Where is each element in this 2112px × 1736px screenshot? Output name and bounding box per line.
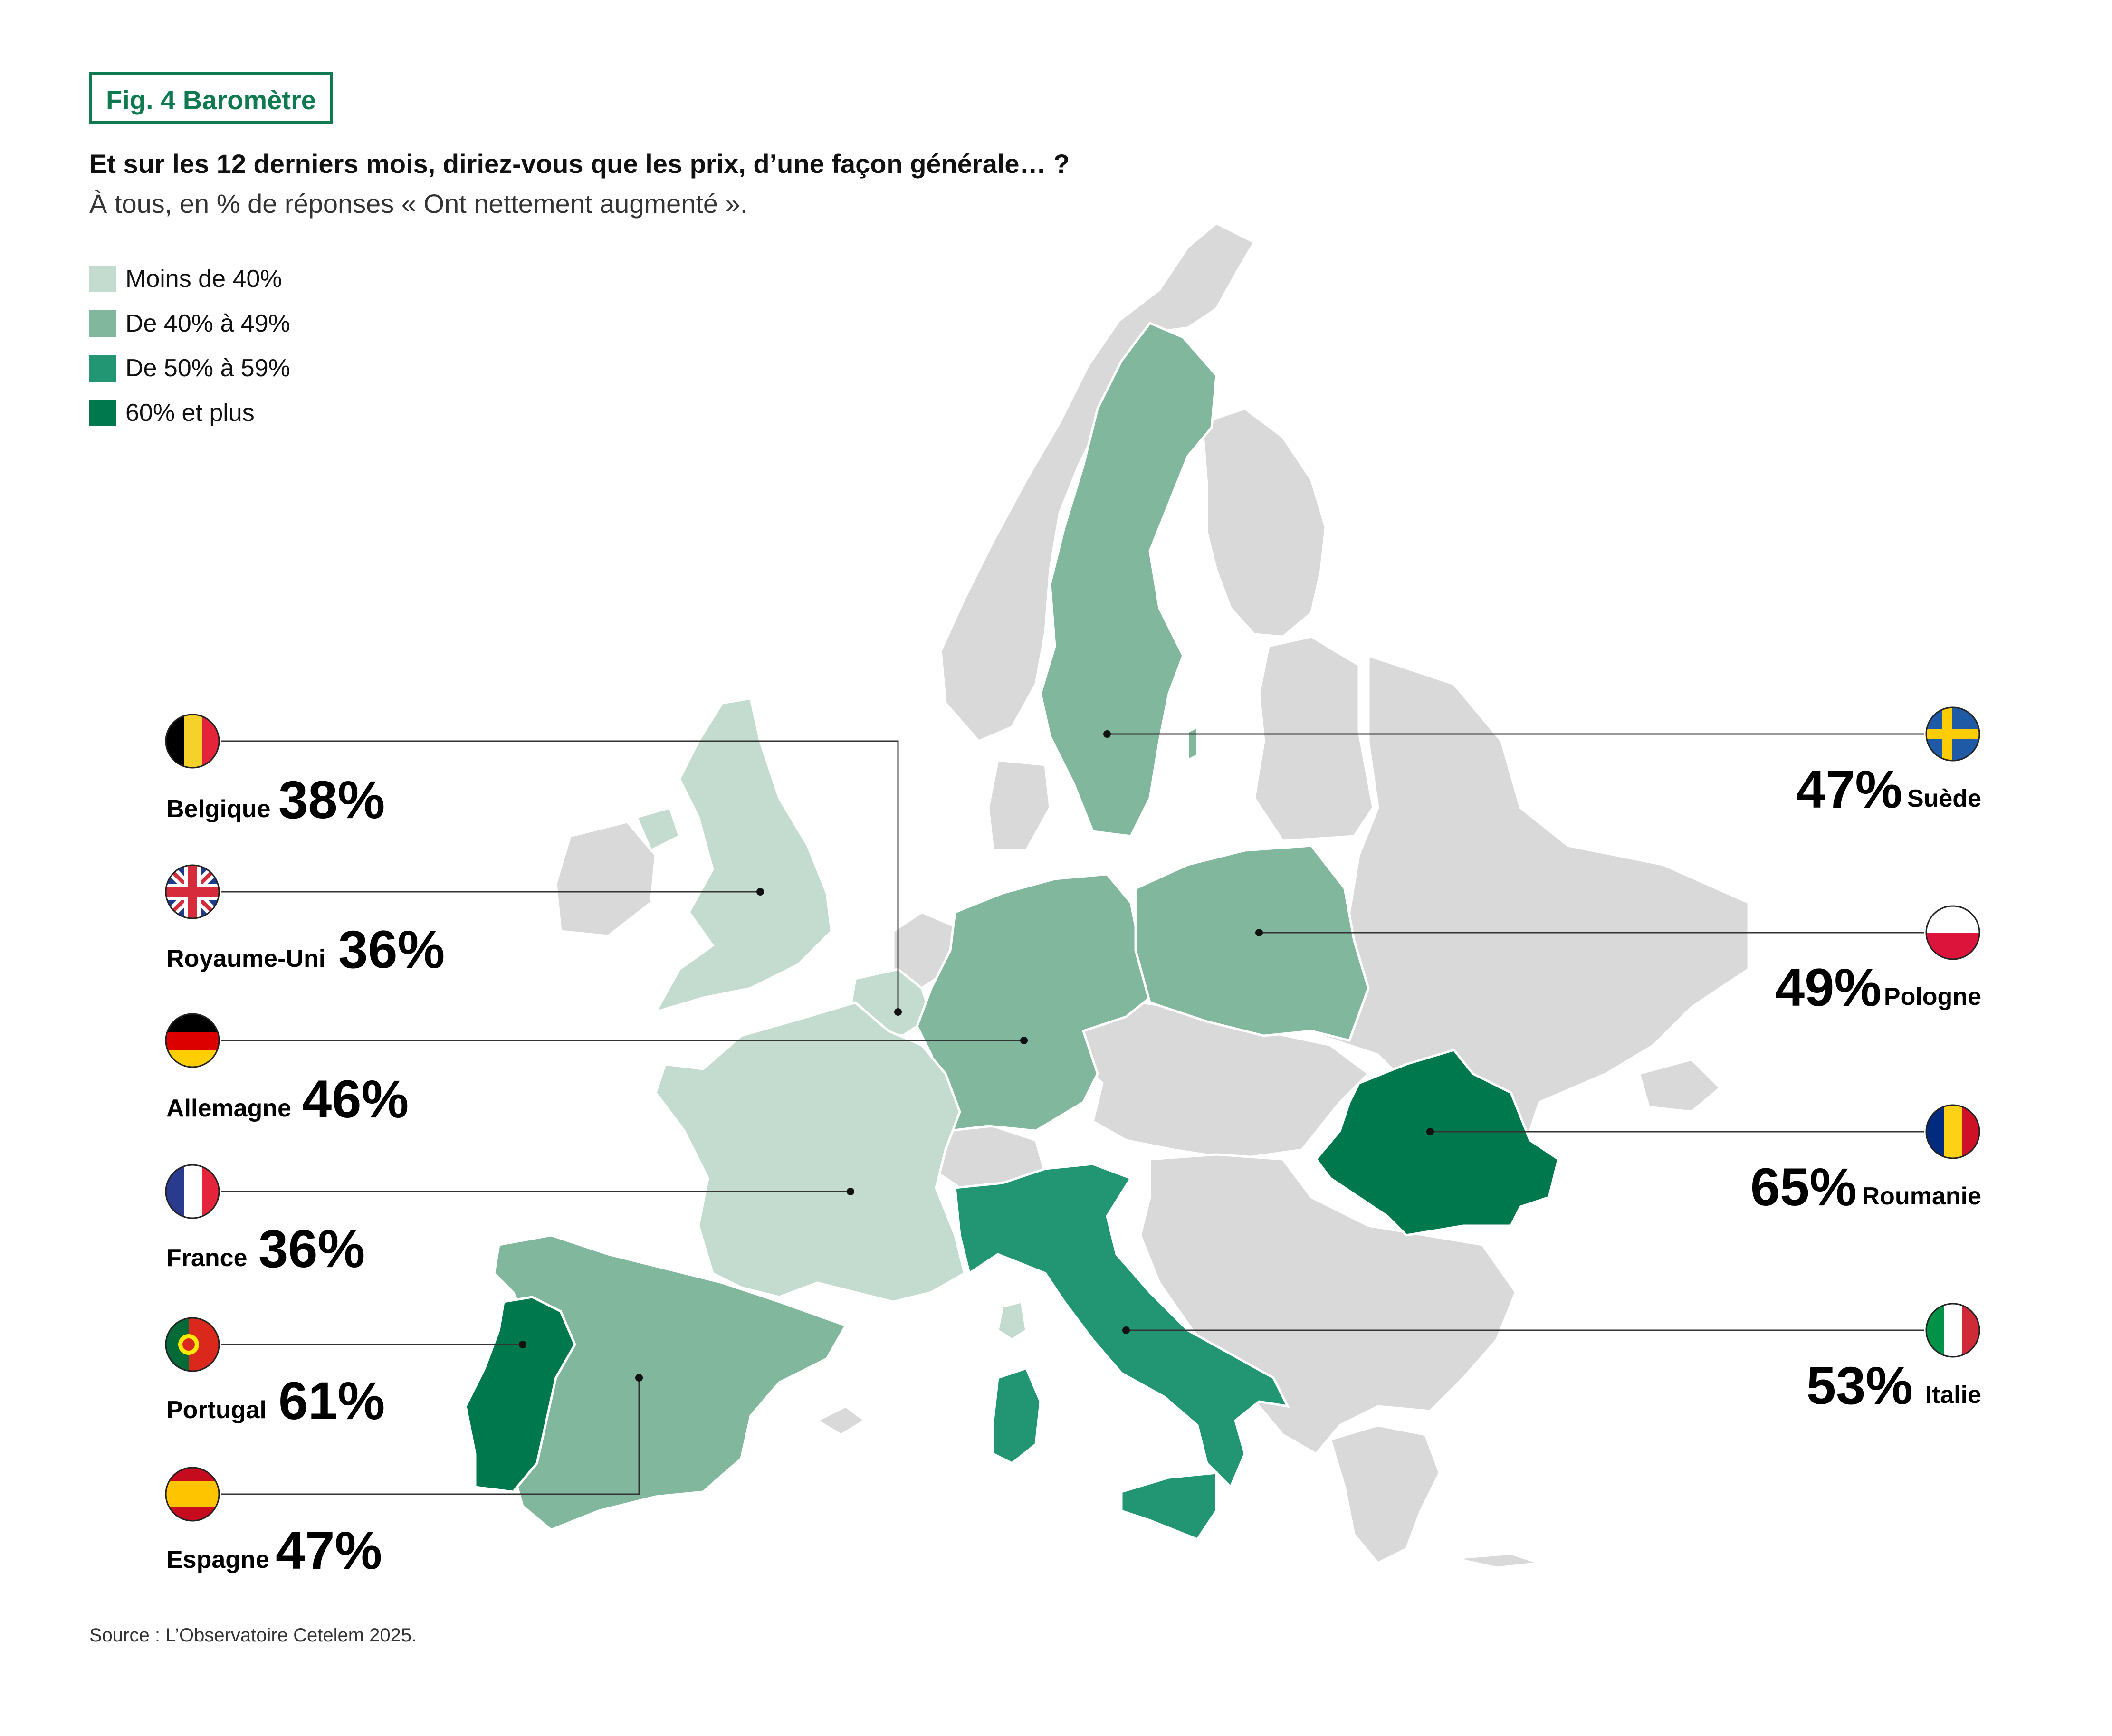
- country-uk: [653, 697, 833, 1014]
- label-portugal-name: Portugal: [166, 1396, 267, 1424]
- flag-allemagne-icon: [165, 1013, 220, 1068]
- leader-dots: [519, 730, 1434, 1382]
- label-roumanie-name: Roumanie: [1862, 1183, 1981, 1210]
- leader-line-espagne: [221, 1378, 640, 1495]
- flag-espagne-icon: [165, 1467, 220, 1522]
- leader-dot-suede: [1103, 730, 1111, 738]
- flag-roumanie-icon: [1925, 1104, 1980, 1159]
- country-finland: [1201, 407, 1327, 638]
- flag-belgique-icon: [165, 714, 220, 769]
- country-sicily: [1120, 1471, 1218, 1541]
- country-balkans: [1139, 1153, 1517, 1456]
- label-portugal-value: 61%: [278, 1371, 385, 1431]
- country-corsica: [996, 1300, 1028, 1342]
- label-royaume-uni-value: 36%: [338, 920, 445, 979]
- country-italy: [954, 1163, 1290, 1489]
- figure-tag: Fig. 4 Baromètre: [89, 72, 333, 124]
- legend-swatch: [89, 310, 116, 337]
- country-romania: [1314, 1049, 1560, 1237]
- label-espagne-value: 47%: [276, 1521, 382, 1580]
- country-russia-belarus-ukraine: [1319, 654, 1750, 1162]
- leader-dot-belgique: [894, 1008, 902, 1016]
- chart-question: Et sur les 12 derniers mois, diriez-vous…: [89, 149, 1070, 179]
- country-denmark: [987, 759, 1051, 852]
- country-germany: [916, 873, 1151, 1132]
- label-allemagne-value: 46%: [302, 1069, 409, 1129]
- flag-portugal-icon: [165, 1317, 220, 1372]
- legend-swatch: [89, 355, 116, 382]
- legend-label: De 40% à 49%: [125, 310, 290, 337]
- legend-label: De 50% à 59%: [125, 354, 290, 382]
- country-portugal: [464, 1296, 576, 1493]
- flag-royaume-uni-icon: [165, 864, 220, 919]
- country-crimea: [1637, 1058, 1722, 1113]
- label-france-value: 36%: [258, 1219, 365, 1278]
- flag-italie-icon: [1925, 1303, 1980, 1358]
- label-belgique-name: Belgique: [166, 795, 271, 823]
- label-allemagne-name: Allemagne: [166, 1095, 291, 1122]
- label-suede-name: Suède: [1907, 785, 1981, 812]
- country-crete: [1453, 1552, 1540, 1569]
- country-norway: [939, 222, 1256, 743]
- legend-swatch: [89, 400, 116, 426]
- label-france-name: France: [166, 1244, 248, 1272]
- flag-pologne-icon: [1925, 905, 1980, 960]
- country-sweden: [1039, 321, 1218, 838]
- country-ireland: [554, 820, 657, 937]
- label-italie-value: 53%: [1806, 1356, 1913, 1415]
- leader-dot-allemagne: [1020, 1037, 1028, 1044]
- legend-item-50-59: De 50% à 59%: [89, 346, 290, 391]
- label-pologne-value: 49%: [1775, 958, 1882, 1017]
- leader-dot-roumanie: [1426, 1128, 1434, 1135]
- chart-subtitle: À tous, en % de réponses « Ont nettement…: [89, 189, 748, 219]
- leader-line-belgique: [221, 740, 899, 1012]
- legend-swatch: [89, 266, 116, 292]
- source-note: Source : L’Observatoire Cetelem 2025.: [89, 1625, 417, 1646]
- legend: Moins de 40% De 40% à 49% De 50% à 59% 6…: [89, 257, 290, 435]
- label-pologne-name: Pologne: [1884, 983, 1981, 1011]
- label-royaume-uni-name: Royaume-Uni: [166, 945, 325, 973]
- country-balearics: [814, 1405, 867, 1436]
- leader-dot-portugal: [519, 1341, 526, 1348]
- other-countries: [554, 222, 1750, 1569]
- legend-item-40-49: De 40% à 49%: [89, 301, 290, 346]
- country-france: [654, 1001, 966, 1303]
- flag-france-icon: [165, 1164, 220, 1219]
- country-greece: [1328, 1424, 1441, 1565]
- country-poland: [1134, 844, 1370, 1042]
- legend-label: Moins de 40%: [125, 265, 282, 293]
- legend-item-60-plus: 60% et plus: [89, 391, 290, 435]
- legend-label: 60% et plus: [125, 399, 255, 427]
- leader-dot-royaume-uni: [756, 888, 764, 896]
- country-estonia-latvia-lithuania: [1253, 635, 1375, 842]
- label-roumanie-value: 65%: [1750, 1157, 1857, 1217]
- country-uk-northern-ireland: [635, 806, 681, 852]
- label-espagne-name: Espagne: [166, 1546, 269, 1574]
- leader-dot-pologne: [1255, 929, 1263, 936]
- label-italie-name: Italie: [1925, 1381, 1982, 1409]
- country-sardinia: [992, 1366, 1042, 1465]
- leader-lines: [221, 733, 1924, 1495]
- leader-dot-espagne: [635, 1374, 643, 1382]
- leader-dot-france: [847, 1188, 854, 1195]
- label-suede-value: 47%: [1796, 760, 1902, 819]
- country-gotland: [1186, 725, 1199, 763]
- flag-suede-icon: [1925, 706, 1980, 762]
- leader-dot-italie: [1122, 1326, 1130, 1334]
- legend-item-below-40: Moins de 40%: [89, 257, 290, 301]
- label-belgique-value: 38%: [278, 770, 385, 830]
